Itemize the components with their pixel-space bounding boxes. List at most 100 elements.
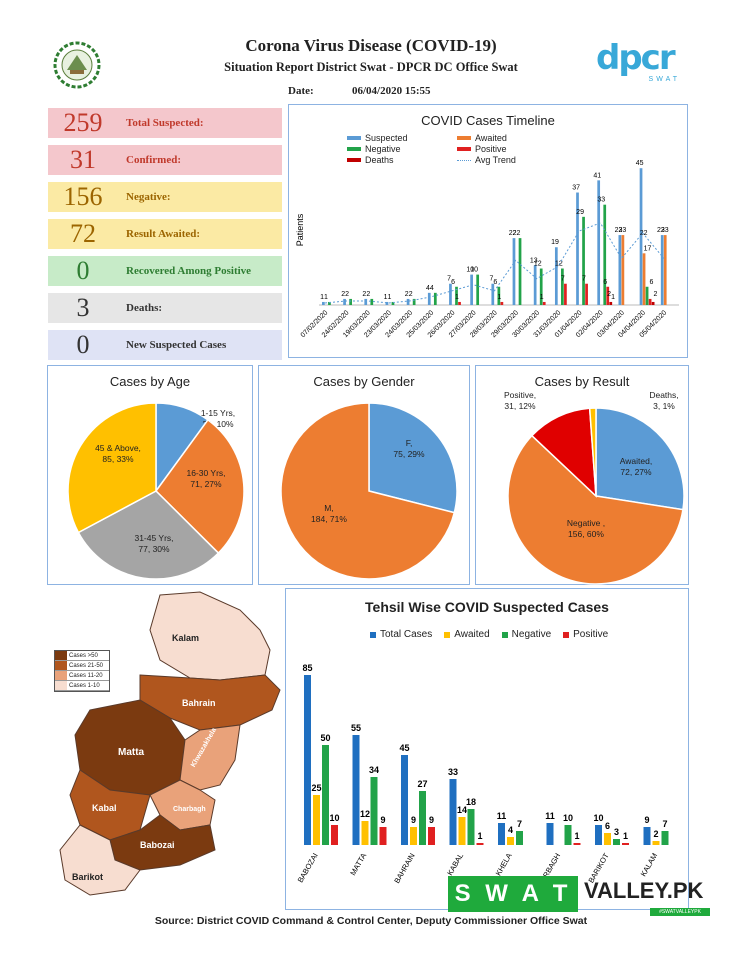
tehsil-bar: [352, 735, 360, 845]
timeline-bar: [642, 253, 646, 305]
result-pie-title: Cases by Result: [534, 374, 630, 389]
swat-watermark: S W A T: [448, 876, 578, 912]
tehsil-bar: [419, 791, 426, 845]
timeline-bar: [364, 298, 368, 305]
pie-slice: [595, 407, 685, 511]
timeline-data-label: 2: [653, 291, 657, 298]
tehsil-bar: [652, 841, 660, 845]
stat-label: Negative:: [126, 191, 171, 203]
pie-data-label: Awaited,: [620, 456, 652, 466]
tehsil-bar: [643, 827, 651, 845]
timeline-data-label: 17: [644, 245, 652, 252]
tehsil-data-label: 33: [448, 767, 458, 777]
report-title: Corona Virus Disease (COVID-19): [245, 36, 497, 55]
region-kalam: [149, 591, 271, 681]
tehsil-bar: [573, 843, 581, 845]
timeline-bar: [328, 301, 331, 305]
pie-data-label: 71, 27%: [190, 479, 222, 489]
pie-data-label: 75, 29%: [393, 449, 425, 459]
tehsil-data-label: 1: [574, 831, 579, 841]
timeline-data-label: 22: [513, 230, 521, 237]
timeline-chart-title: COVID Cases Timeline: [421, 113, 555, 128]
legend-positive: Positive: [563, 629, 608, 640]
tehsil-data-label: 34: [369, 765, 379, 775]
tehsil-data-label: 6: [605, 821, 610, 831]
stat-value: 156: [63, 182, 103, 211]
timeline-data-label: 7: [582, 276, 586, 283]
timeline-data-label: 1: [388, 294, 392, 301]
pie-slice: [530, 407, 597, 498]
timeline-legend: Suspected Awaited Negative Positive Deat…: [347, 133, 587, 165]
timeline-data-label: 1: [540, 294, 544, 301]
timeline-bar: [639, 168, 643, 305]
timeline-bar: [576, 192, 579, 305]
timeline-data-label: 1: [384, 294, 388, 301]
timeline-bar: [512, 238, 516, 305]
timeline-bar: [322, 301, 325, 305]
tehsil-tick-label: KABAL: [445, 852, 465, 877]
tehsil-bar: [604, 833, 611, 845]
gender-pie-title: Cases by Gender: [313, 374, 415, 389]
pie-data-label: 31-45 Yrs,: [134, 533, 173, 543]
timeline-data-label: 4: [426, 285, 430, 292]
pie-data-label: 31, 12%: [504, 401, 536, 411]
pie-data-label: 26, 10%: [202, 419, 234, 429]
map-legend-item: Cases 11-20: [55, 671, 109, 681]
timeline-bar: [561, 268, 564, 305]
map-legend: Cases >50 Cases 21-50 Cases 11-20 Cases 1-1…: [54, 650, 110, 692]
timeline-bar: [660, 235, 664, 305]
pie-data-label: Deaths,: [649, 390, 678, 400]
timeline-data-label: 2: [362, 291, 366, 298]
timeline-bar: [564, 283, 567, 305]
tehsil-bar: [622, 843, 629, 845]
timeline-data-label: 1: [320, 294, 324, 301]
map-legend-item: Cases 21-50: [55, 661, 109, 671]
timeline-data-label: 2: [607, 291, 611, 298]
tehsil-bar: [595, 825, 602, 845]
stat-value: 72: [70, 219, 96, 248]
timeline-bar: [648, 298, 652, 305]
timeline-chart-panel: COVID Cases Timeline Suspected Awaited N…: [288, 104, 688, 358]
tehsil-bar: [428, 827, 435, 845]
timeline-data-label: 2: [345, 291, 349, 298]
stat-row: 156 Negative:: [47, 181, 283, 213]
tehsil-bar: [361, 821, 369, 845]
source-footer: Source: District COVID Command & Control…: [154, 915, 588, 927]
timeline-bar: [518, 238, 522, 305]
map-label-babozai: Babozai: [140, 840, 175, 850]
tehsil-data-label: 1: [477, 831, 482, 841]
result-pie-panel: Cases by Result Awaited, 72, 27% Negative …: [475, 365, 689, 585]
pie-data-label: 156, 60%: [568, 529, 604, 539]
map-legend-item: Cases 1-10: [55, 681, 109, 691]
timeline-data-label: 2: [409, 291, 413, 298]
region-barikot: [59, 824, 141, 896]
tehsil-data-label: 50: [320, 733, 330, 743]
stat-row: 259 Total Suspected:: [47, 107, 283, 139]
legend-total-cases: Total Cases: [370, 629, 432, 640]
pie-data-label: Negative ,: [567, 518, 605, 528]
tehsil-bar: [331, 825, 338, 845]
stat-label: Total Suspected:: [126, 117, 204, 129]
tehsil-bar: [379, 827, 387, 845]
timeline-bar: [582, 216, 585, 305]
timeline-data-label: 6: [451, 279, 455, 286]
timeline-bar: [391, 301, 395, 305]
legend-awaited: Awaited: [457, 133, 567, 143]
gender-pie-chart: F,75, 29% M,184, 71%: [280, 402, 458, 580]
gender-pie-panel: Cases by Gender F, 75, 29% M, 184, 71%: [258, 365, 470, 585]
stat-label: New Suspected Cases: [126, 339, 227, 351]
timeline-data-label: 33: [597, 197, 605, 204]
map-label-kabal: Kabal: [92, 803, 117, 813]
tehsil-bar: [322, 745, 329, 845]
tehsil-data-label: 1: [623, 831, 628, 841]
timeline-bar: [500, 301, 504, 305]
tehsil-bar: [507, 837, 514, 845]
tehsil-tick-label: KALAM: [639, 852, 660, 879]
timeline-data-label: 10: [466, 267, 474, 274]
timeline-data-label: 4: [430, 285, 434, 292]
tehsil-bar: [516, 831, 523, 845]
timeline-data-label: 7: [447, 276, 451, 283]
timeline-bar: [609, 301, 613, 305]
tehsil-chart-panel: Tehsil Wise COVID Suspected Cases Total …: [285, 588, 689, 910]
tehsil-data-label: 14: [457, 805, 467, 815]
